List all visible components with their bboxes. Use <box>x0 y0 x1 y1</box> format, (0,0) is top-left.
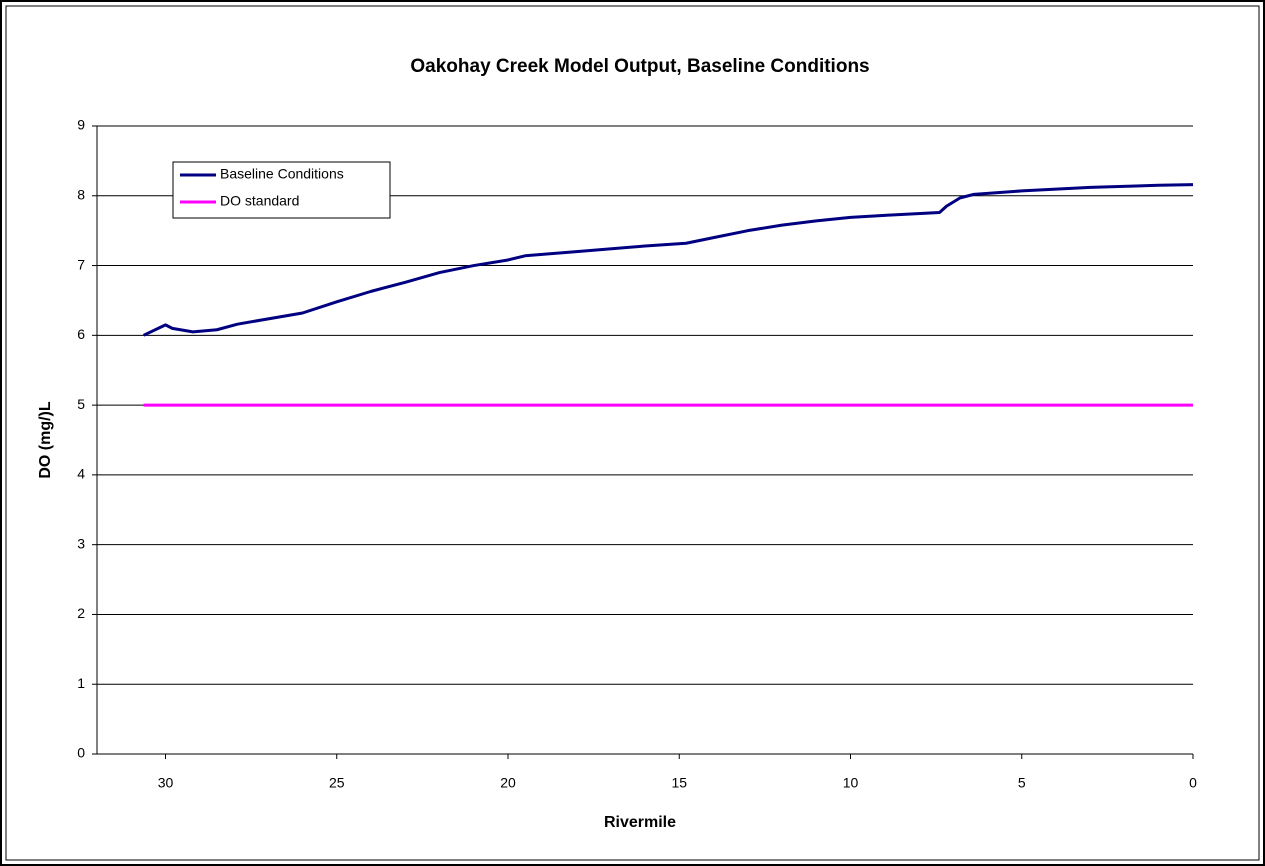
y-tick-label: 0 <box>77 745 85 761</box>
y-tick-label: 9 <box>77 117 85 133</box>
y-tick-label: 7 <box>77 256 85 272</box>
legend-label: DO standard <box>220 193 299 209</box>
y-tick-label: 4 <box>77 466 85 482</box>
inner-frame <box>5 5 1260 861</box>
x-tick-label: 25 <box>329 775 345 791</box>
y-tick-label: 1 <box>77 675 85 691</box>
x-tick-label: 10 <box>843 775 859 791</box>
x-tick-label: 20 <box>500 775 516 791</box>
series-line <box>142 183 1194 337</box>
y-tick-label: 5 <box>77 396 85 412</box>
y-axis-label: DO (mg/)L <box>37 401 54 479</box>
x-tick-label: 30 <box>158 775 174 791</box>
chart-title: Oakohay Creek Model Output, Baseline Con… <box>410 56 869 77</box>
x-axis-label: Rivermile <box>604 814 676 831</box>
legend-box <box>172 161 391 219</box>
x-tick-label: 15 <box>671 775 687 791</box>
y-tick-label: 8 <box>77 186 85 202</box>
y-tick-label: 2 <box>77 605 85 621</box>
legend-label: Baseline Conditions <box>220 166 344 182</box>
y-tick-label: 3 <box>77 535 85 551</box>
x-tick-label: 0 <box>1189 775 1197 791</box>
y-tick-label: 6 <box>77 326 85 342</box>
x-tick-label: 5 <box>1018 775 1026 791</box>
